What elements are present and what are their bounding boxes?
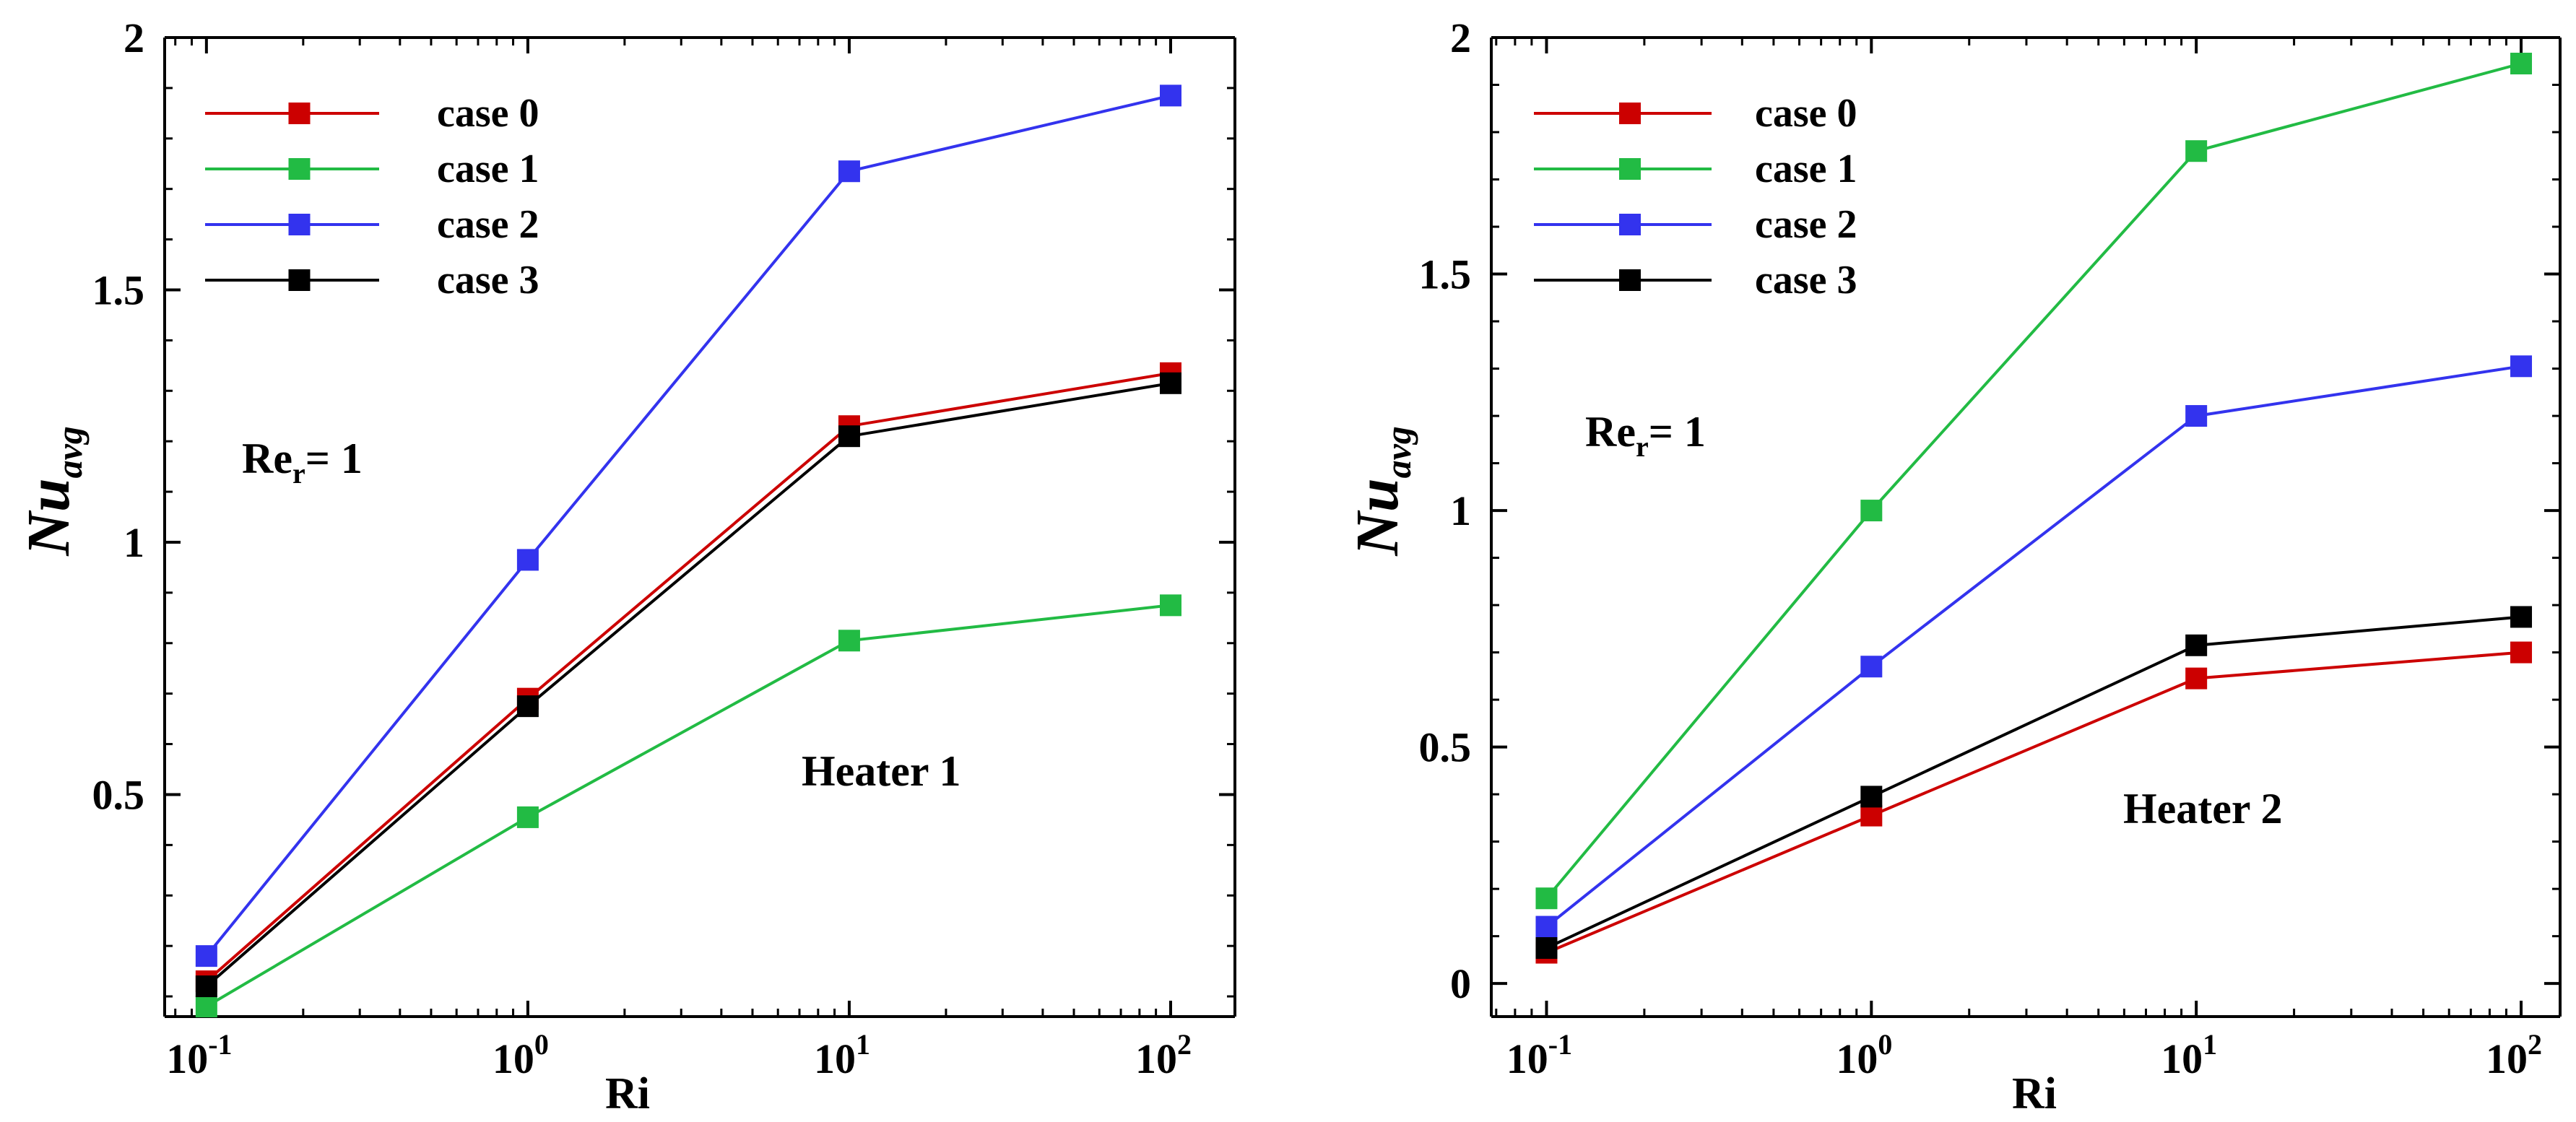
x-axis-title: Ri	[2012, 1069, 2057, 1118]
series-line	[205, 381, 1171, 988]
series-case-3	[195, 372, 1181, 998]
series-case-2	[1535, 355, 2533, 938]
y-tick-label: 2	[123, 14, 144, 61]
data-point	[516, 806, 539, 828]
series-line	[1545, 365, 2522, 929]
data-point	[2185, 140, 2208, 162]
data-point	[2185, 634, 2208, 656]
series-case-3	[1535, 606, 2533, 960]
data-point	[2510, 606, 2533, 628]
data-point	[1860, 656, 1883, 678]
data-point	[516, 549, 539, 571]
data-point	[2510, 53, 2533, 75]
legend-label: case 1	[1755, 147, 1857, 191]
data-point	[195, 996, 217, 1018]
data-point	[2510, 641, 2533, 664]
legend-swatch-marker	[1619, 103, 1641, 124]
x-tick-label: 10-1	[166, 1028, 232, 1082]
series-line	[1545, 651, 2522, 954]
y-tick-label: 1	[1450, 487, 1471, 534]
x-tick-label: 102	[2486, 1028, 2542, 1082]
legend-item: case 2	[205, 202, 539, 247]
legend: case 0 case 1 case 2 case 3	[1534, 91, 1857, 303]
data-point	[1860, 786, 1883, 808]
legend-label: case 0	[437, 91, 539, 136]
legend-swatch-marker	[288, 103, 311, 124]
data-point	[195, 975, 217, 998]
series-case-2	[195, 84, 1181, 967]
series-line	[205, 604, 1171, 1008]
legend-label: case 3	[437, 258, 539, 303]
legend-swatch-marker	[288, 158, 311, 180]
heater-annotation: Heater 2	[2123, 785, 2282, 832]
x-axis-title: Ri	[605, 1069, 650, 1118]
y-tick-label: 0.5	[1419, 724, 1472, 771]
data-point	[1159, 594, 1181, 617]
legend-label: case 1	[437, 147, 539, 191]
data-point	[1159, 84, 1181, 107]
legend-item: case 1	[205, 147, 539, 191]
series-line	[1545, 62, 2522, 900]
data-point	[1535, 887, 1558, 910]
data-point	[1159, 372, 1181, 394]
y-tick-label: 0.5	[92, 771, 145, 818]
x-tick-label: 100	[493, 1028, 549, 1082]
data-point	[1535, 916, 1558, 938]
y-tick-label: 1	[123, 519, 144, 566]
data-point	[516, 695, 539, 718]
series-case-1	[1535, 53, 2533, 910]
data-point	[2185, 667, 2208, 690]
x-tick-label: 10-1	[1506, 1028, 1572, 1082]
x-tick-label: 102	[1135, 1028, 1192, 1082]
data-point	[838, 425, 860, 448]
re-annotation: Rer= 1	[242, 435, 363, 490]
data-point	[838, 630, 860, 652]
series-case-0	[1535, 641, 2533, 964]
data-point	[2510, 355, 2533, 378]
legend-item: case 0	[205, 91, 539, 136]
legend-label: case 2	[437, 202, 539, 247]
y-axis-title: Nuavg	[1344, 426, 1418, 557]
data-point	[838, 160, 860, 183]
legend-item: case 3	[1534, 258, 1857, 303]
legend-item: case 1	[1534, 147, 1857, 191]
legend: case 0 case 1 case 2 case 3	[205, 91, 539, 303]
y-tick-label: 1.5	[1419, 251, 1472, 298]
y-tick-label: 2	[1450, 14, 1471, 61]
legend-swatch-marker	[288, 269, 311, 291]
series-case-1	[195, 594, 1181, 1018]
data-point	[1860, 500, 1883, 522]
x-tick-label: 100	[1836, 1028, 1892, 1082]
legend-label: case 0	[1755, 91, 1857, 136]
series-line	[1545, 615, 2522, 949]
chart-panel-1: 0.5 1 1.5 2 10-1 100 101 102 Ri Nuavg case 0 case 1…	[15, 14, 1236, 1118]
legend-item: case 2	[1534, 202, 1857, 247]
heater-annotation: Heater 1	[802, 747, 960, 795]
series-line	[205, 371, 1171, 983]
data-point	[1535, 937, 1558, 960]
legend-item: case 3	[205, 258, 539, 303]
legend-item: case 0	[1534, 91, 1857, 136]
series-line	[205, 94, 1171, 957]
x-tick-label: 101	[2161, 1028, 2217, 1082]
data-point	[1860, 804, 1883, 827]
re-annotation: Rer= 1	[1585, 408, 1706, 463]
y-tick-label: 0	[1450, 960, 1471, 1007]
legend-label: case 3	[1755, 258, 1857, 303]
data-point	[2185, 405, 2208, 427]
legend-label: case 2	[1755, 202, 1857, 247]
legend-swatch-marker	[1619, 158, 1641, 180]
legend-swatch-marker	[1619, 269, 1641, 291]
legend-swatch-marker	[1619, 214, 1641, 235]
legend-swatch-marker	[288, 214, 311, 235]
x-tick-label: 101	[814, 1028, 870, 1082]
y-tick-label: 1.5	[92, 266, 145, 313]
y-axis-title: Nuavg	[15, 426, 90, 557]
data-point	[195, 945, 217, 967]
